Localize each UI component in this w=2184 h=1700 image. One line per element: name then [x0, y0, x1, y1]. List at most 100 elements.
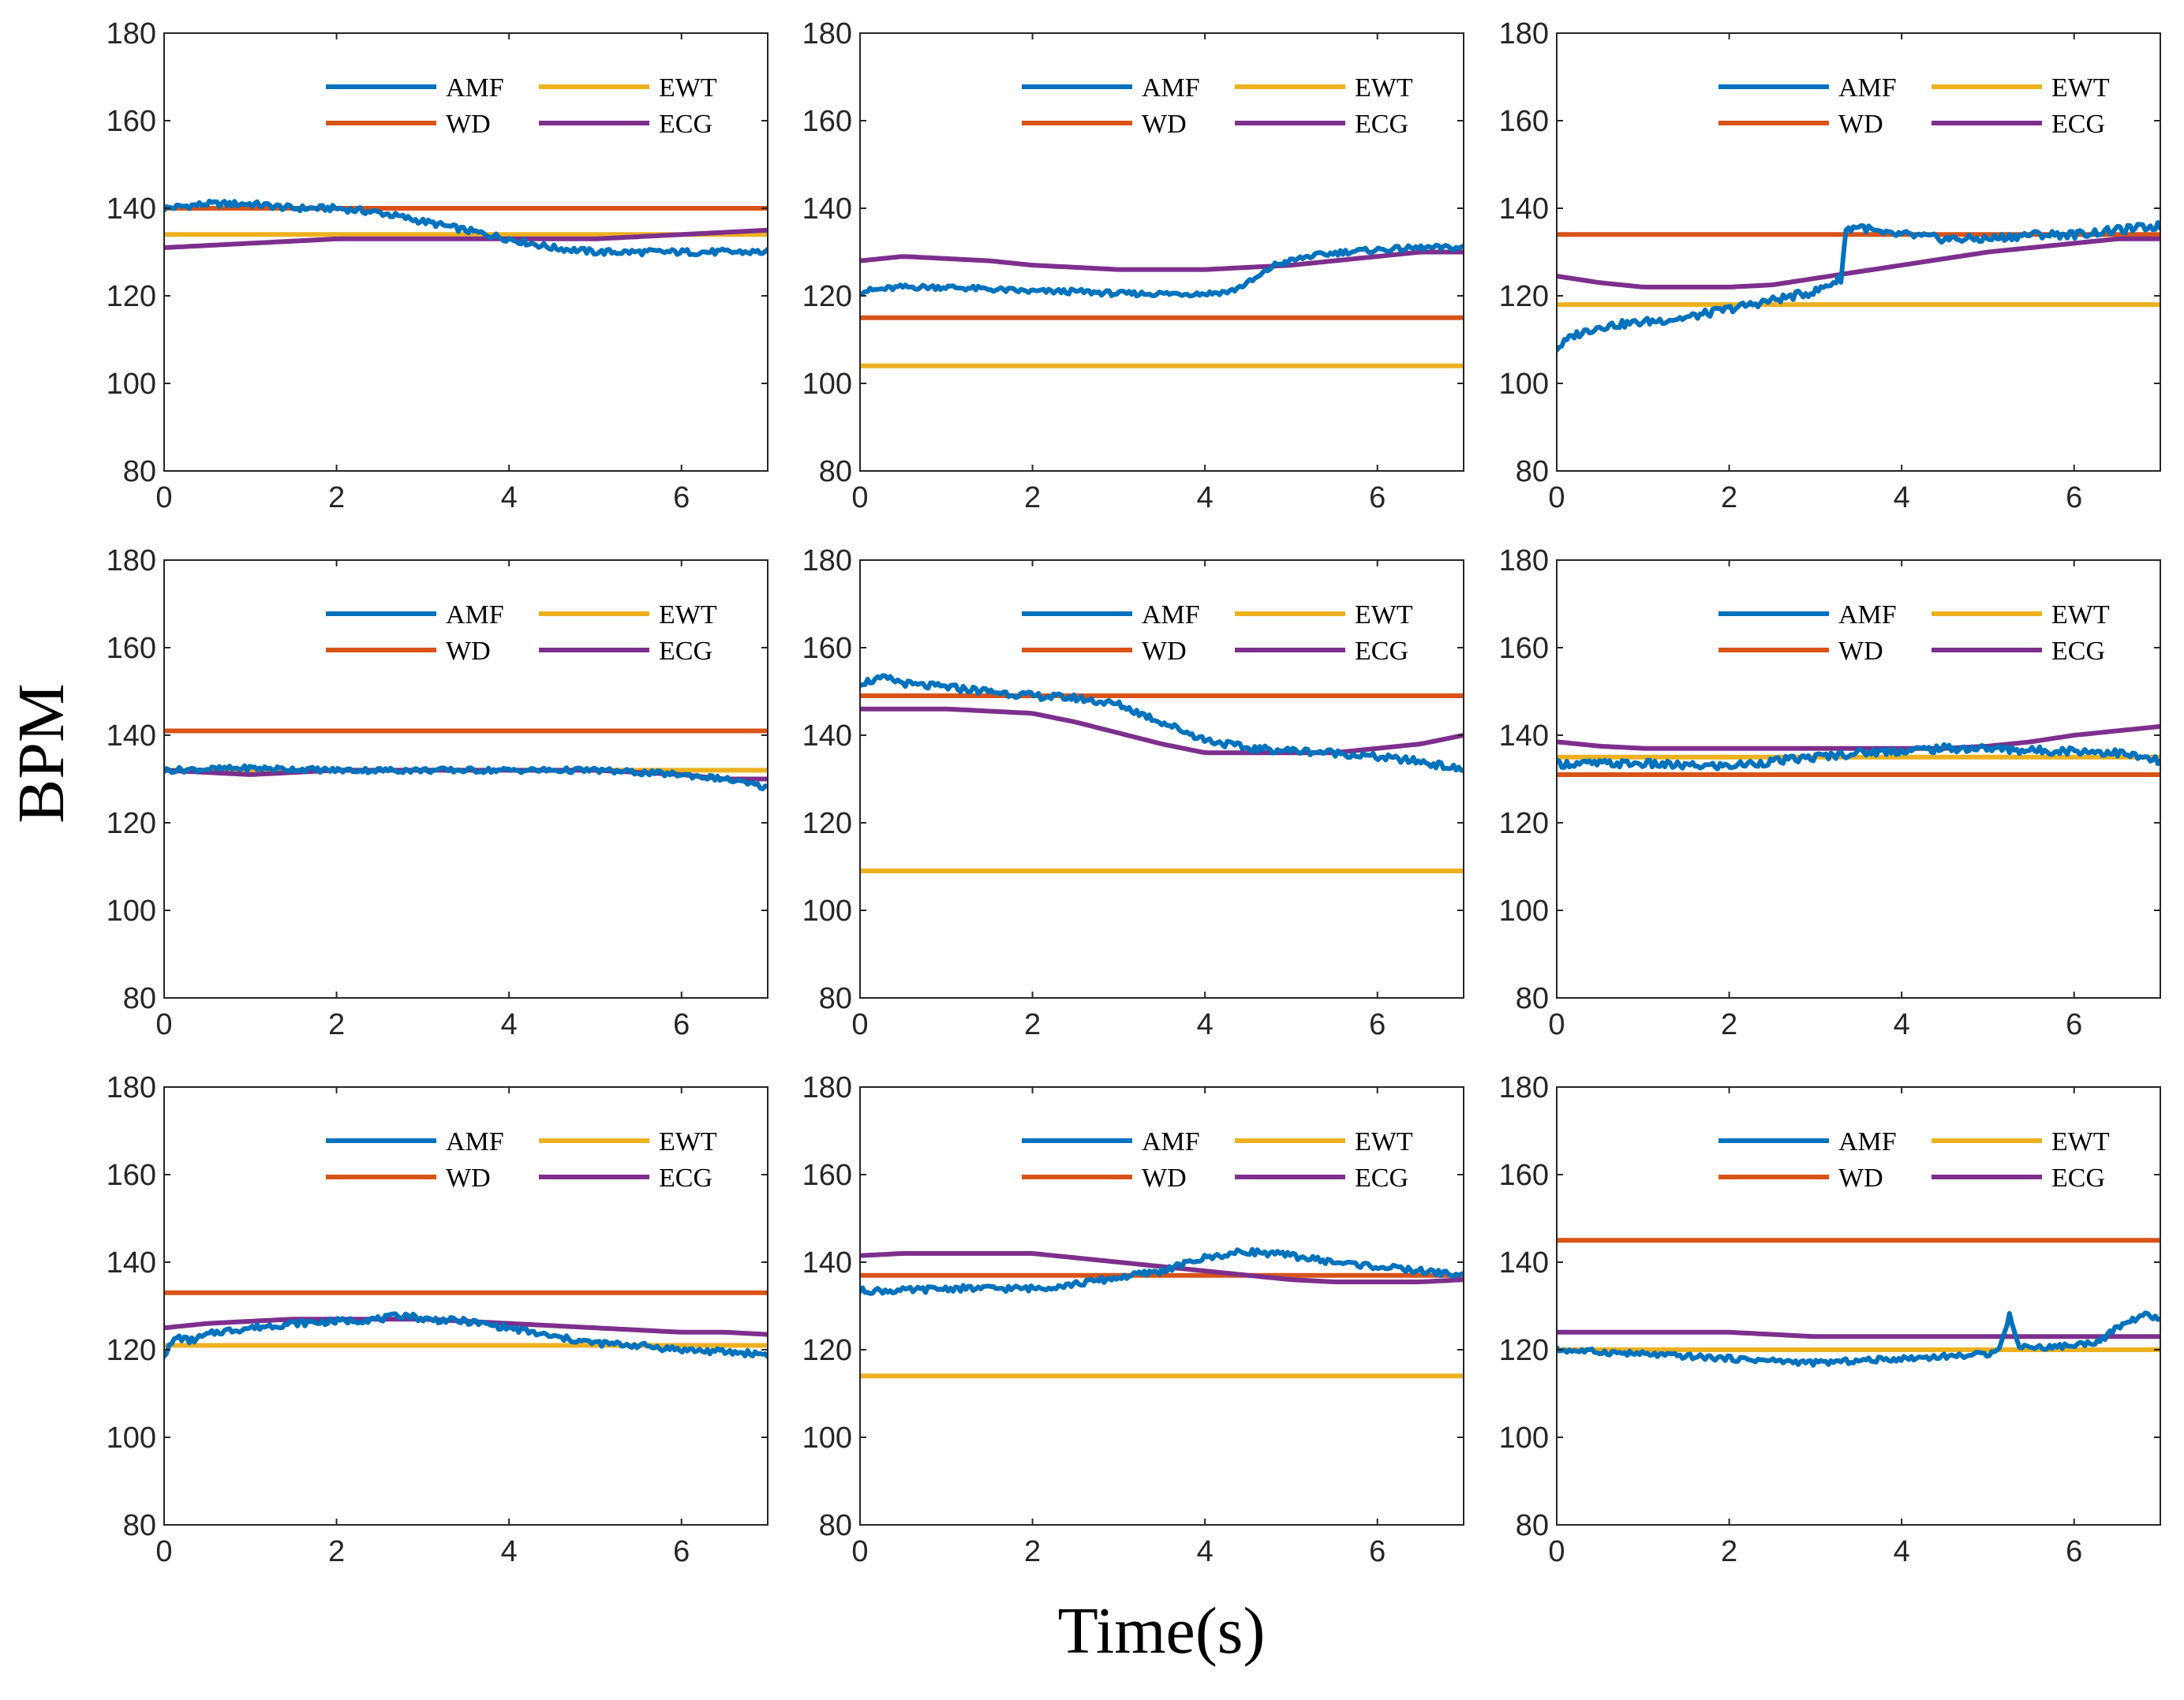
y-tick-label: 160 — [1499, 632, 1549, 665]
plot-area — [164, 560, 768, 998]
x-tick-label: 0 — [155, 1535, 172, 1568]
x-tick-label: 0 — [1548, 1535, 1565, 1568]
y-tick-label: 80 — [819, 982, 852, 1015]
y-tick-label: 180 — [1499, 1071, 1549, 1104]
y-tick-label: 140 — [802, 719, 852, 753]
y-tick-label: 80 — [1516, 455, 1549, 488]
x-tick-label: 2 — [328, 481, 345, 514]
legend-label-ecg: ECG — [659, 110, 712, 139]
y-tick-label: 180 — [1499, 17, 1549, 50]
series-ecg-line — [860, 249, 1464, 272]
y-tick-label: 100 — [107, 1422, 156, 1455]
series-amf-line — [860, 673, 1464, 774]
plot-area — [1557, 560, 2160, 998]
x-tick-label: 6 — [673, 1535, 690, 1568]
axes-frame — [1556, 1086, 2161, 1526]
subplot-5: 0 2 4 6 80 100 120 140 160 180 AMF WD EWT ECG — [802, 544, 1464, 1041]
legend-label-ecg: ECG — [1355, 1164, 1408, 1193]
legend-label-ewt: EWT — [1355, 600, 1413, 630]
legend-label-wd: WD — [1838, 1164, 1883, 1193]
x-tick-label: 4 — [501, 481, 518, 514]
y-tick-label: 160 — [802, 105, 852, 138]
y-tick-label: 180 — [802, 544, 852, 577]
legend-label-ewt: EWT — [659, 1127, 717, 1156]
subplot-7: 0 2 4 6 80 100 120 140 160 180 AMF WD EWT ECG — [107, 1071, 769, 1568]
legend-label-ecg: ECG — [659, 637, 712, 666]
legend: AMF WD EWT ECG — [326, 73, 717, 139]
legend-label-ewt: EWT — [1355, 1127, 1413, 1156]
plot-area — [860, 560, 1464, 998]
x-tick-label: 6 — [2066, 1008, 2082, 1041]
y-tick-label: 100 — [1499, 895, 1549, 928]
y-tick-label: 80 — [1516, 1509, 1549, 1542]
legend-label-amf: AMF — [1838, 600, 1897, 630]
legend-label-amf: AMF — [1142, 73, 1200, 103]
series-amf-line — [164, 763, 768, 792]
x-tick-label: 4 — [1894, 1535, 1910, 1568]
y-tick-label: 160 — [1499, 105, 1549, 138]
legend-label-amf: AMF — [1142, 1127, 1200, 1156]
legend: AMF WD EWT ECG — [1022, 600, 1413, 666]
y-tick-label: 140 — [802, 192, 852, 226]
legend-label-ecg: ECG — [2051, 1164, 2105, 1193]
axes-frame — [163, 1086, 769, 1526]
legend-label-wd: WD — [1142, 637, 1187, 666]
legend-label-ecg: ECG — [659, 1164, 712, 1193]
plot-area — [860, 1087, 1464, 1525]
x-tick-label: 6 — [2066, 481, 2082, 514]
subplot-3: 0 2 4 6 80 100 120 140 160 180 AMF WD EWT ECG — [1499, 17, 2161, 514]
x-tick-label: 6 — [1369, 481, 1386, 514]
y-tick-label: 140 — [107, 1246, 156, 1280]
x-tick-label: 6 — [673, 481, 690, 514]
legend-label-wd: WD — [1838, 637, 1883, 666]
legend: AMF WD EWT ECG — [1022, 1127, 1413, 1193]
legend-label-amf: AMF — [1838, 1127, 1897, 1156]
x-tick-label: 6 — [673, 1008, 690, 1041]
x-tick-label: 0 — [155, 1008, 172, 1041]
x-tick-label: 2 — [1721, 1535, 1737, 1568]
subplot-9: 0 2 4 6 80 100 120 140 160 180 AMF WD EWT ECG — [1499, 1071, 2161, 1568]
y-tick-label: 160 — [107, 632, 156, 665]
y-tick-label: 100 — [802, 368, 852, 401]
subplot-1: 0 2 4 6 80 100 120 140 160 180 AMF WD EWT ECG — [107, 17, 769, 514]
legend: AMF WD EWT ECG — [1022, 73, 1413, 139]
y-tick-label: 120 — [1499, 280, 1549, 313]
subplot-6: 0 2 4 6 80 100 120 140 160 180 AMF WD EWT ECG — [1499, 544, 2161, 1041]
x-tick-label: 4 — [1197, 1535, 1214, 1568]
x-tick-label: 4 — [1197, 481, 1214, 514]
legend-label-ecg: ECG — [2051, 637, 2105, 666]
axes-frame — [1556, 32, 2161, 472]
x-axis-title: Time(s) — [1058, 1594, 1266, 1668]
series-group — [860, 1246, 1464, 1379]
y-tick-label: 180 — [107, 17, 156, 50]
y-tick-label: 180 — [1499, 544, 1549, 577]
series-group — [1557, 723, 2160, 777]
legend-label-ewt: EWT — [2051, 1127, 2110, 1156]
axes-frame — [859, 32, 1464, 472]
subplot-2: 0 2 4 6 80 100 120 140 160 180 AMF WD EWT ECG — [802, 17, 1464, 514]
y-tick-label: 160 — [802, 1159, 852, 1192]
legend-label-ecg: ECG — [1355, 637, 1408, 666]
x-tick-label: 4 — [501, 1008, 518, 1041]
subplot-4: 0 2 4 6 80 100 120 140 160 180 AMF WD EWT ECG — [107, 544, 769, 1041]
legend: AMF WD EWT ECG — [1718, 1127, 2110, 1193]
series-group — [164, 198, 768, 258]
y-tick-label: 80 — [123, 455, 156, 488]
x-tick-label: 0 — [155, 481, 172, 514]
series-group — [860, 673, 1464, 873]
plot-area — [1557, 1087, 2160, 1525]
axes-frame — [859, 559, 1464, 999]
y-tick-label: 140 — [1499, 1246, 1549, 1280]
y-tick-label: 80 — [123, 982, 156, 1015]
series-amf-line — [860, 1246, 1464, 1296]
legend-label-amf: AMF — [1838, 73, 1897, 103]
y-tick-label: 140 — [107, 192, 156, 226]
legend-label-amf: AMF — [446, 600, 504, 630]
y-tick-label: 180 — [802, 1071, 852, 1104]
series-ecg-line — [164, 227, 768, 250]
legend-label-ecg: ECG — [1355, 110, 1408, 139]
y-tick-label: 100 — [107, 895, 156, 928]
x-tick-label: 0 — [1548, 1008, 1565, 1041]
series-amf-line — [860, 242, 1464, 299]
